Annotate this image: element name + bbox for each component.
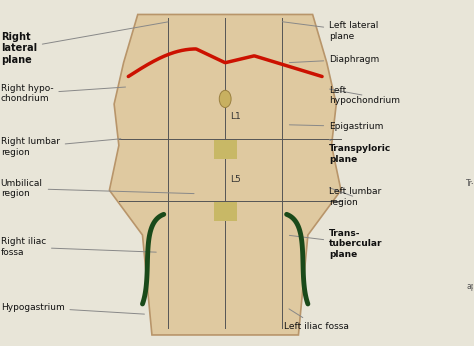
- Text: Hypogastrium: Hypogastrium: [0, 303, 145, 314]
- Text: Left lateral
plane: Left lateral plane: [283, 21, 379, 41]
- Text: Right lumbar
region: Right lumbar region: [0, 137, 121, 157]
- Text: Right iliac
fossa: Right iliac fossa: [0, 237, 156, 257]
- Text: Transpyloric
plane: Transpyloric plane: [329, 140, 392, 164]
- Text: Trans-
tubercular
plane: Trans- tubercular plane: [290, 229, 383, 258]
- Text: Epigastrium: Epigastrium: [290, 122, 383, 131]
- FancyBboxPatch shape: [214, 202, 237, 221]
- FancyBboxPatch shape: [214, 140, 237, 159]
- Text: L5: L5: [230, 175, 241, 184]
- Text: Diaphragm: Diaphragm: [290, 55, 379, 64]
- Text: L1: L1: [230, 112, 241, 121]
- Ellipse shape: [219, 90, 231, 108]
- Polygon shape: [109, 15, 341, 335]
- Text: Left iliac fossa: Left iliac fossa: [284, 309, 349, 331]
- Text: Left
hypochondrium: Left hypochondrium: [329, 86, 400, 105]
- Text: Right
lateral
plane: Right lateral plane: [0, 22, 168, 65]
- Text: Right hypo-
chondrium: Right hypo- chondrium: [0, 84, 126, 103]
- Text: Umbilical
region: Umbilical region: [0, 179, 194, 198]
- Text: Left lumbar
region: Left lumbar region: [329, 188, 382, 207]
- Text: ape-: ape-: [466, 282, 474, 291]
- Text: Tr-: Tr-: [466, 179, 474, 188]
